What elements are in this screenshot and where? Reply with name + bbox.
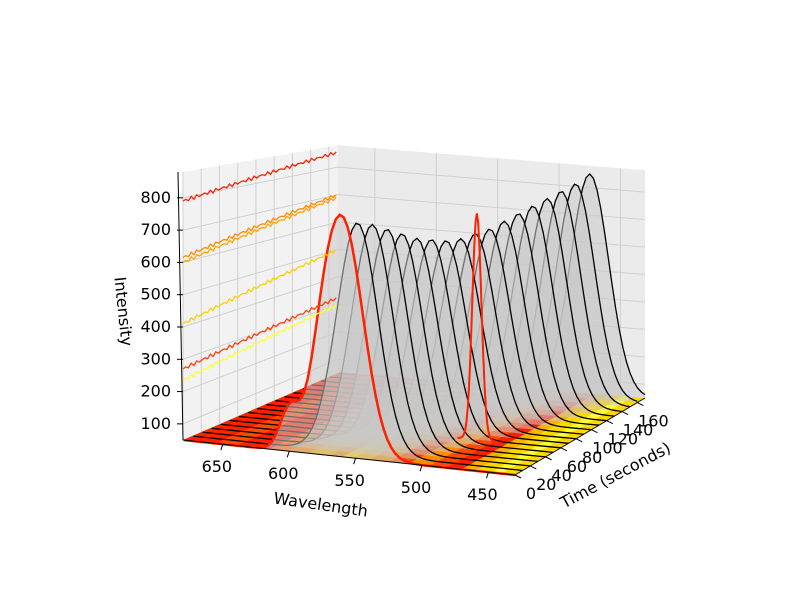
z-tick-label: 800 <box>140 188 171 207</box>
x-axis-label: Wavelength <box>272 489 369 521</box>
y-tick-label: 160 <box>638 412 669 431</box>
wall-spectrum-line <box>182 194 337 259</box>
y-axis-line <box>514 397 646 476</box>
z-tick-label: 400 <box>140 317 171 336</box>
waterfall-series <box>183 172 646 477</box>
x-tick-mark <box>286 451 290 458</box>
waterfall-fill <box>265 234 584 435</box>
x-tick-label: 500 <box>401 478 432 497</box>
y-tick-mark <box>545 456 552 461</box>
y-tick-label: 100 <box>592 439 623 458</box>
wall-spectrum-line <box>182 304 337 381</box>
tick-labels: 650 600 550 500 450 0 204060801001201401601002… <box>140 188 668 504</box>
x-tick-mark <box>353 458 357 465</box>
y-tick-label: 120 <box>607 430 638 449</box>
y-tick-mark <box>637 402 644 406</box>
wall-spectrum-line <box>182 249 337 325</box>
x-tick-label: 600 <box>268 464 299 483</box>
z-tick-label: 700 <box>140 220 171 239</box>
x-tick-mark <box>220 444 224 451</box>
z-axis-label: Intensity <box>110 276 136 347</box>
y-tick-mark <box>514 474 522 479</box>
y-tick-mark <box>606 420 613 425</box>
axis-lines <box>177 171 646 476</box>
y-tick-label: 0 <box>526 484 536 503</box>
y-tick-mark <box>560 447 568 452</box>
waterfall-fill <box>274 229 592 430</box>
red-spike <box>457 213 497 443</box>
y-tick-mark <box>575 438 583 443</box>
z-axis-line <box>177 171 184 441</box>
z-tick-label: 500 <box>140 285 171 304</box>
z-tick-label: 300 <box>140 349 171 368</box>
wall-spectrum-line <box>182 196 337 263</box>
y-tick-label: 80 <box>582 448 602 467</box>
y-tick-mark <box>591 429 598 434</box>
x-tick-label: 650 <box>202 457 233 476</box>
waterfall-line <box>193 222 523 472</box>
x-tick-label: 550 <box>334 471 365 490</box>
wall-spectrum-line <box>182 297 337 370</box>
z-tick-label: 600 <box>140 252 171 271</box>
wall-spectrum-line <box>182 151 337 202</box>
y-tick-label: 40 <box>551 466 571 485</box>
waterfall-fill <box>183 214 515 475</box>
y-tick-label: 60 <box>567 457 587 476</box>
z-tick-label: 200 <box>140 382 171 401</box>
y-tick-mark <box>621 411 629 416</box>
y-tick-mark <box>530 465 537 470</box>
grid-line-z <box>182 166 646 199</box>
y-tick-label: 140 <box>623 421 654 440</box>
wall-spectra-series <box>182 151 337 381</box>
z-tick-label: 100 <box>140 414 171 433</box>
x-axis-line <box>182 439 516 476</box>
x-tick-mark <box>419 465 423 472</box>
waterfall-line <box>202 223 531 467</box>
x-tick-label: 450 <box>467 485 498 504</box>
left-pane <box>183 145 338 440</box>
y-tick-label: 20 <box>536 475 556 494</box>
x-tick-mark <box>485 472 489 479</box>
contour-band <box>491 396 633 474</box>
